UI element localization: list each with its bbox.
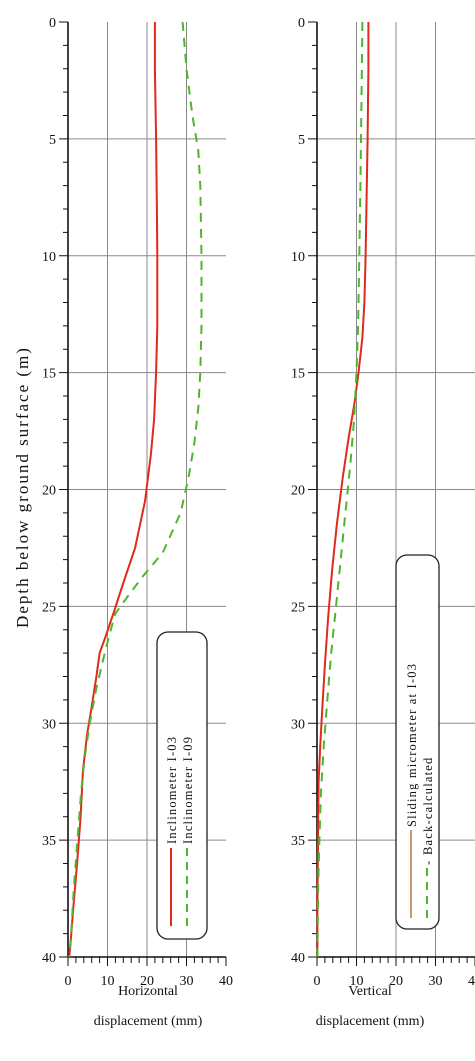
- y-tick-label: 20: [291, 484, 305, 499]
- x-tick-label: 40: [468, 974, 475, 989]
- x-axis-title-line2: displacement (mm): [316, 1014, 425, 1029]
- y-tick-label: 0: [49, 16, 56, 31]
- y-tick-label: 40: [291, 951, 305, 966]
- y-tick-label: 35: [42, 834, 56, 849]
- y-axis-title: Depth below ground surface (m): [13, 346, 32, 628]
- y-tick-label: 25: [42, 600, 56, 615]
- series-group: [68, 21, 203, 958]
- legend-label-back-calculated: Back-calculated: [421, 756, 435, 855]
- y-tick-label: 5: [298, 133, 305, 148]
- axis-ticks: [308, 21, 475, 966]
- y-tick-label: 30: [42, 717, 56, 732]
- vertical-displacement-chart: 0 5 10 15 20 25 30 35 40 0 10 20 30 40 Vertical disp…: [291, 16, 475, 1029]
- series-line-primary: [316, 22, 370, 957]
- x-tick-label: 10: [101, 974, 115, 989]
- legend-label-inclinometer-i03: Inclinometer I-03: [165, 736, 179, 844]
- series-line-secondary: [68, 21, 203, 958]
- x-tick-label: 30: [180, 974, 194, 989]
- x-axis-title-line1: Horizontal: [118, 984, 178, 999]
- x-tick-labels: 0 10 20 30 40: [65, 974, 234, 989]
- y-tick-label: 15: [42, 367, 56, 382]
- x-tick-labels: 0 10 20 30 40: [314, 974, 475, 989]
- x-tick-label: 0: [65, 974, 72, 989]
- y-tick-labels: 0 5 10 15 20 25 30 35 40: [291, 16, 305, 966]
- horizontal-displacement-chart: 0 5 10 15 20 25 30 35 40 0 10 20 30 40 Depth below g…: [13, 16, 233, 1029]
- x-tick-label: 40: [219, 974, 233, 989]
- y-tick-label: 30: [291, 717, 305, 732]
- x-axis-title-line1: Vertical: [348, 984, 392, 999]
- legend-box: [156, 631, 208, 940]
- y-tick-label: 40: [42, 951, 56, 966]
- legend: Sliding micrometer at I-03 - Back-calcul…: [395, 554, 440, 930]
- x-tick-label: 20: [389, 974, 403, 989]
- axis-ticks: [59, 21, 227, 966]
- y-tick-label: 0: [298, 16, 305, 31]
- x-tick-label: 20: [140, 974, 154, 989]
- legend-label-sliding-micrometer: Sliding micrometer at I-03: [405, 663, 419, 827]
- x-tick-label: 10: [350, 974, 364, 989]
- series-line-primary: [68, 22, 159, 958]
- x-tick-label: 0: [314, 974, 321, 989]
- y-tick-label: 15: [291, 367, 305, 382]
- y-tick-label: 10: [42, 250, 56, 265]
- legend-dash-mark: -: [421, 860, 435, 865]
- series-line-secondary: [316, 21, 364, 958]
- y-tick-label: 35: [291, 834, 305, 849]
- y-tick-labels: 0 5 10 15 20 25 30 35 40: [42, 16, 56, 966]
- y-tick-label: 20: [42, 484, 56, 499]
- legend-label-inclinometer-i09: Inclinometer I-09: [181, 736, 195, 844]
- legend-box: [395, 554, 440, 930]
- x-axis-title-line2: displacement (mm): [94, 1014, 203, 1029]
- y-tick-label: 25: [291, 600, 305, 615]
- x-tick-label: 30: [429, 974, 443, 989]
- y-tick-label: 5: [49, 133, 56, 148]
- y-tick-label: 10: [291, 250, 305, 265]
- series-group: [316, 21, 370, 958]
- legend: Inclinometer I-03 Inclinometer I-09: [156, 631, 208, 940]
